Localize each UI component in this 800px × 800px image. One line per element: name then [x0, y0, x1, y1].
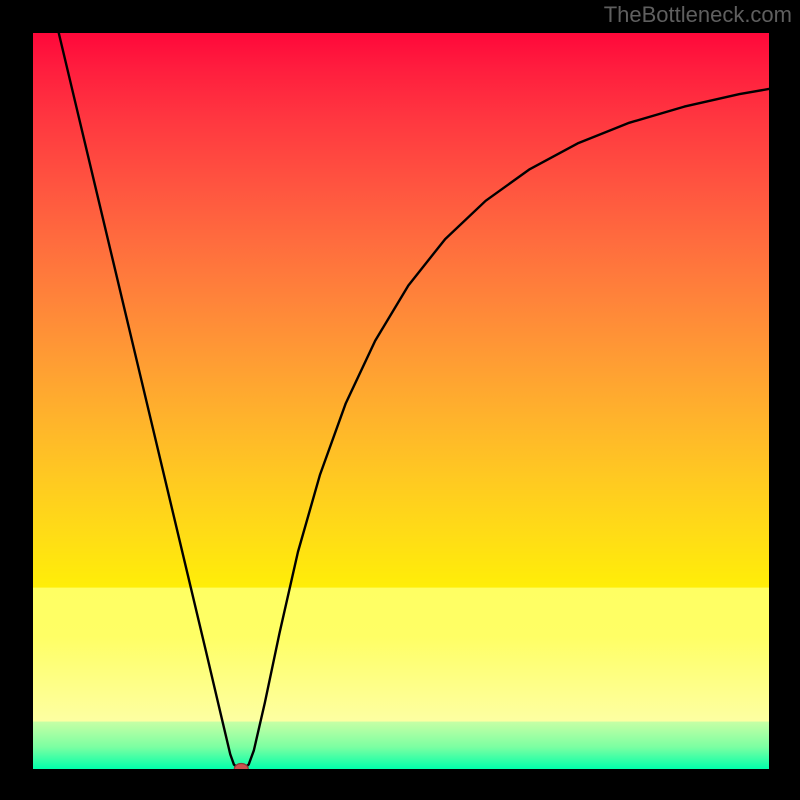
chart-plot-background	[33, 33, 769, 769]
bottleneck-chart	[0, 0, 800, 800]
chart-container: TheBottleneck.com	[0, 0, 800, 800]
watermark-text: TheBottleneck.com	[604, 2, 792, 28]
